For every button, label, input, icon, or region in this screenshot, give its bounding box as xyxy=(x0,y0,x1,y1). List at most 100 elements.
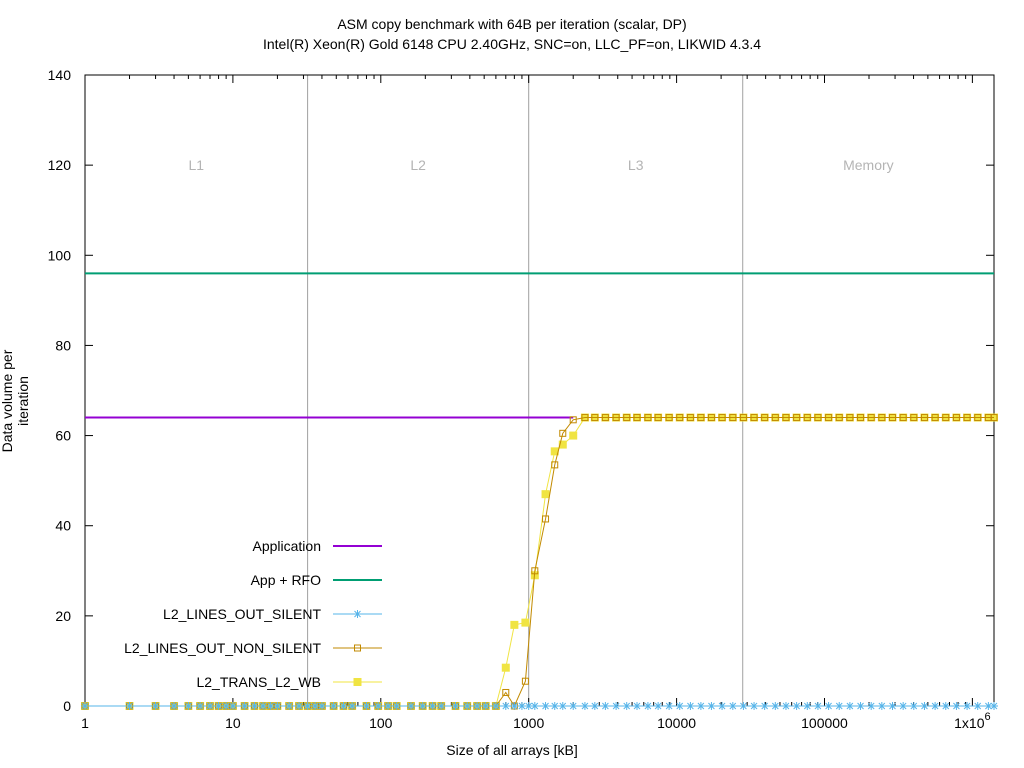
data-point xyxy=(931,414,939,422)
data-point xyxy=(654,702,663,710)
y-tick-label: 20 xyxy=(55,608,71,624)
data-point xyxy=(899,702,908,710)
data-point xyxy=(899,414,907,422)
data-point xyxy=(686,414,694,422)
data-point xyxy=(250,702,259,710)
marker-stroke xyxy=(665,702,673,710)
data-point xyxy=(530,702,539,710)
data-point xyxy=(517,702,526,710)
data-point xyxy=(963,414,971,422)
data-point xyxy=(739,702,748,710)
data-point xyxy=(590,702,599,710)
data-point xyxy=(867,414,875,422)
data-point xyxy=(782,414,790,422)
data-point xyxy=(362,702,371,710)
data-point xyxy=(502,688,510,696)
marker-stroke xyxy=(793,702,800,710)
data-point xyxy=(990,414,998,422)
data-point xyxy=(846,414,854,422)
marker-stroke xyxy=(623,702,631,710)
data-point xyxy=(510,702,519,710)
marker-stroke xyxy=(348,702,356,710)
data-point xyxy=(675,702,684,710)
data-point xyxy=(888,702,897,710)
data-point xyxy=(696,702,705,710)
data-point xyxy=(612,414,620,422)
data-point xyxy=(551,461,559,469)
data-point xyxy=(612,702,621,710)
marker-stroke xyxy=(393,702,401,710)
marker-stroke xyxy=(697,702,705,710)
marker-stroke xyxy=(274,702,281,710)
legend-label: App + RFO xyxy=(251,572,322,588)
data-point xyxy=(591,414,599,422)
legend-label: L2_LINES_OUT_NON_SILENT xyxy=(124,640,321,656)
marker-stroke xyxy=(259,702,267,710)
data-point xyxy=(761,414,769,422)
data-point xyxy=(824,702,833,710)
data-point xyxy=(558,702,567,710)
legend-marker xyxy=(353,678,362,686)
data-point xyxy=(686,702,695,710)
data-point xyxy=(825,414,833,422)
marker-stroke xyxy=(654,702,662,710)
data-point xyxy=(750,414,758,422)
marker-stroke xyxy=(910,702,918,710)
x-tick-label: 1000 xyxy=(513,715,544,731)
data-point xyxy=(952,702,961,710)
marker-stroke xyxy=(215,702,222,710)
data-point xyxy=(240,702,249,710)
marker-stroke xyxy=(750,702,758,710)
y-tick-label: 40 xyxy=(55,518,71,534)
data-point xyxy=(531,567,539,575)
marker-stroke xyxy=(782,702,790,710)
y-tick-label: 0 xyxy=(63,698,71,714)
region-label-l1: L1 xyxy=(189,157,205,173)
data-point xyxy=(729,414,737,422)
marker-stroke xyxy=(354,610,361,618)
region-label-l2: L2 xyxy=(410,157,426,173)
legend-marker xyxy=(354,644,361,652)
region-boundaries xyxy=(307,75,744,706)
marker-stroke xyxy=(835,702,843,710)
marker-stroke xyxy=(452,702,459,710)
marker-stroke xyxy=(729,702,737,710)
axis-ticks: 0 20 40 60 80 100 120 140 1 10 100 1000 10000 100000 1… xyxy=(48,67,994,731)
x-axis-label: Size of all arrays [kB] xyxy=(446,742,578,758)
data-point xyxy=(867,702,876,710)
data-point xyxy=(974,414,982,422)
y-tick-label: 80 xyxy=(55,337,71,353)
data-point xyxy=(856,702,865,710)
marker-stroke xyxy=(953,702,960,710)
marker-stroke xyxy=(437,702,445,710)
x-tick-label: 100000 xyxy=(801,715,848,731)
marker-stroke xyxy=(633,702,641,710)
data-point xyxy=(81,702,89,710)
marker-stroke xyxy=(761,702,769,710)
series-line xyxy=(85,417,994,707)
data-point xyxy=(392,702,401,710)
data-point xyxy=(196,702,205,710)
marker-stroke xyxy=(492,702,500,710)
marker-stroke xyxy=(921,702,928,710)
data-point xyxy=(259,702,268,710)
marker-stroke xyxy=(889,702,896,710)
data-point xyxy=(963,702,972,710)
marker-stroke xyxy=(241,702,248,710)
data-point xyxy=(317,702,326,710)
data-point xyxy=(889,414,897,422)
data-point xyxy=(558,440,567,449)
series-l2-lines-out-silent xyxy=(81,702,998,710)
data-point xyxy=(654,414,662,422)
data-point xyxy=(384,702,393,710)
marker-stroke xyxy=(185,702,192,710)
data-point xyxy=(877,702,886,710)
marker-stroke xyxy=(374,702,382,710)
data-point xyxy=(501,702,510,710)
marker-stroke xyxy=(518,702,526,710)
data-point xyxy=(541,702,550,710)
data-point xyxy=(644,414,652,422)
data-point xyxy=(728,702,737,710)
chart-title: ASM copy benchmark with 64B per iteratio… xyxy=(337,16,687,32)
